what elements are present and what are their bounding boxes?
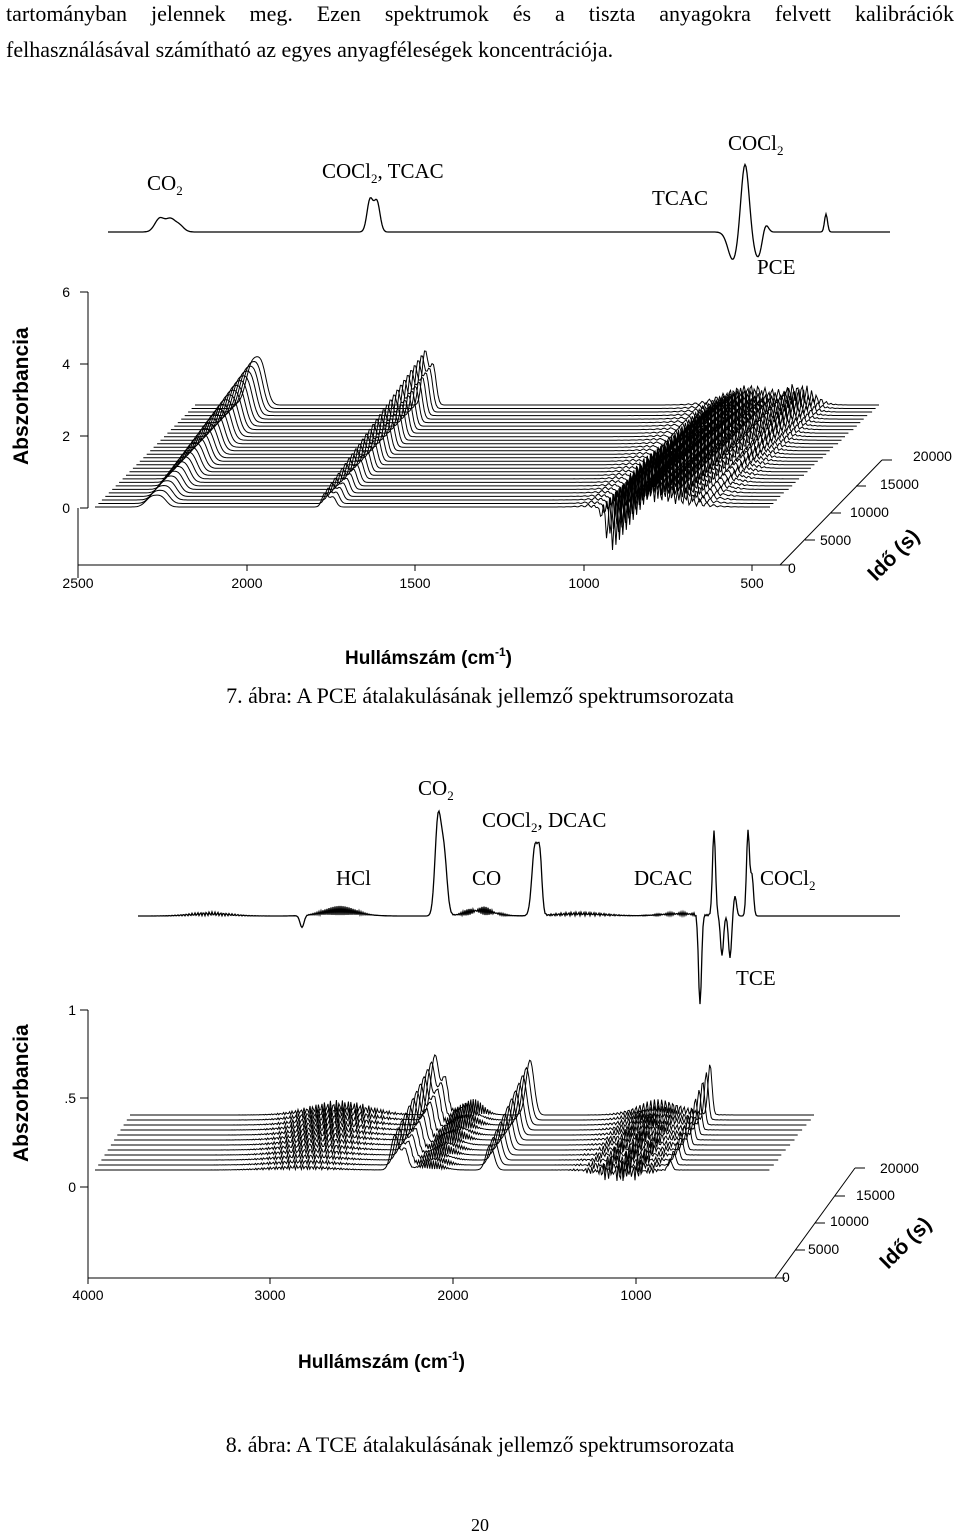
- f7-xtick-2000: 2000: [231, 575, 262, 591]
- figure7-label-cocl2-tcac: COCl2, TCAC: [322, 159, 444, 186]
- figure7-series-line: [195, 350, 879, 406]
- figure7-series-line: [139, 425, 818, 485]
- figure8-ticklabels: 1 .5 0 4000 3000 2000 1000 0 5000 10000 …: [10, 1002, 936, 1373]
- figure8-reference-line: [138, 809, 900, 1005]
- f8-ztick-0: 0: [782, 1269, 790, 1285]
- f7-xtick-500: 500: [740, 575, 764, 591]
- figure7-series-line: [164, 394, 845, 450]
- figure7-label-pce: PCE: [757, 255, 796, 279]
- f8-xtick-3000: 3000: [254, 1287, 285, 1303]
- figure8-axes: [80, 1009, 865, 1284]
- f7-ytick-2: 2: [62, 428, 70, 444]
- figure7-ticklabels: 6 4 2 0 2500 2000 1500 1000 500 0 5000 1…: [10, 284, 952, 669]
- f8-ytick-1: 1: [68, 1002, 76, 1018]
- figure7-series-line: [132, 430, 811, 495]
- body-paragraph: tartományban jelennek meg. Ezen spektrum…: [6, 0, 954, 68]
- figure8-waterfall-series: [95, 1053, 814, 1182]
- page-number: 20: [471, 1515, 489, 1535]
- f8-xtick-2000: 2000: [437, 1287, 468, 1303]
- f8-xtick-4000: 4000: [72, 1287, 103, 1303]
- figure7-label-tcac: TCAC: [652, 186, 708, 210]
- figure7-waterfall-series: [95, 350, 879, 551]
- f8-ytick-0: 0: [68, 1179, 76, 1195]
- figure7-series-line: [160, 399, 842, 455]
- f7-ztick-10000: 10000: [850, 504, 889, 520]
- figure7-series-line: [181, 370, 864, 425]
- figure7-series-line: [146, 419, 827, 475]
- f7-ztick-0: 0: [788, 560, 796, 576]
- figure8-series-line: [98, 1127, 774, 1178]
- figure7-series-line: [184, 365, 868, 422]
- f7-xtick-1500: 1500: [399, 575, 430, 591]
- figure7-series-line: [153, 409, 834, 465]
- figure7-series-line: [150, 414, 830, 470]
- figure8-series-line: [120, 1075, 803, 1133]
- figure7-caption: 7. ábra: A PCE átalakulásának jellemző s…: [226, 683, 734, 708]
- figure7-series-line: [136, 428, 815, 490]
- figure7-series-line: [157, 404, 839, 460]
- figure7-series-line: [167, 389, 849, 445]
- figure7-series-line: [105, 450, 781, 535]
- figure8-series-line: [126, 1061, 811, 1122]
- figure8-series-line: [104, 1112, 782, 1163]
- figure7-series-line: [191, 355, 876, 411]
- f8-ztick-15000: 15000: [856, 1187, 895, 1203]
- figure7-label-cocl2: COCl2: [728, 131, 784, 158]
- figure8-label-cocl2: COCl2: [760, 866, 816, 893]
- figure7-series-line: [126, 435, 804, 505]
- figure8-series-line: [110, 1097, 791, 1151]
- figure7-reference-spectrum: [108, 162, 890, 260]
- figure7-reference-line: [108, 162, 890, 260]
- figure8-series-line: [95, 1134, 770, 1182]
- f7-ytick-0: 0: [62, 500, 70, 516]
- figure8-label-co: CO: [472, 866, 501, 890]
- f7-ztick-5000: 5000: [820, 532, 851, 548]
- figure7-ylabel: Abszorbancia: [10, 327, 33, 465]
- figure7-xlabel: Hullámszám (cm-1): [345, 645, 512, 669]
- figure7-axes: [77, 291, 892, 578]
- figure7-series-line: [129, 433, 808, 500]
- f8-ztick-20000: 20000: [880, 1160, 919, 1176]
- figure7-zlabel: Idő (s): [863, 525, 924, 586]
- figure8-series-line: [107, 1105, 786, 1159]
- f7-ytick-4: 4: [62, 356, 70, 372]
- f7-ytick-6: 6: [62, 284, 70, 300]
- f8-xtick-1000: 1000: [620, 1287, 651, 1303]
- figure7-series-line: [143, 423, 823, 480]
- figure7-series-line: [188, 360, 873, 416]
- figure8-label-dcac: DCAC: [634, 866, 692, 890]
- f7-xtick-2500: 2500: [62, 575, 93, 591]
- figure7-series-line: [108, 448, 784, 530]
- figure8-zlabel: Idő (s): [875, 1213, 936, 1274]
- figure8-label-cocl2-dcac: COCl2, DCAC: [482, 808, 606, 835]
- figure8-series-line: [123, 1069, 807, 1127]
- paragraph-line-1: tartományban jelennek meg. Ezen spektrum…: [6, 1, 954, 26]
- figure8-label-hcl: HCl: [336, 866, 371, 890]
- paragraph-line-2: felhasználásával számítható az egyes any…: [6, 37, 614, 62]
- figure8-xlabel: Hullámszám (cm-1): [298, 1349, 465, 1373]
- figure8-series-line: [114, 1090, 795, 1145]
- figure8-labels: CO2 COCl2, DCAC HCl CO DCAC COCl2 TCE: [336, 776, 816, 990]
- figure8-series-line: [101, 1119, 779, 1170]
- figure7-label-co2: CO2: [147, 171, 183, 198]
- figure8-series-line: [130, 1053, 814, 1117]
- figure7-labels: CO2 COCl2, TCAC TCAC COCl2 PCE: [147, 131, 796, 279]
- figure8-ylabel: Abszorbancia: [10, 1024, 33, 1162]
- f8-ytick-05: .5: [64, 1090, 76, 1106]
- figure8-label-co2: CO2: [418, 776, 454, 803]
- figure8-label-tce: TCE: [736, 966, 776, 990]
- f7-xtick-1000: 1000: [568, 575, 599, 591]
- f7-ztick-15000: 15000: [880, 476, 919, 492]
- f8-ztick-5000: 5000: [808, 1241, 839, 1257]
- figure8-caption: 8. ábra: A TCE átalakulásának jellemző s…: [225, 1432, 735, 1457]
- figure8-series-line: [117, 1083, 798, 1139]
- f7-ztick-20000: 20000: [913, 448, 952, 464]
- figure8-reference-spectrum: [138, 809, 900, 1005]
- f8-ztick-10000: 10000: [830, 1213, 869, 1229]
